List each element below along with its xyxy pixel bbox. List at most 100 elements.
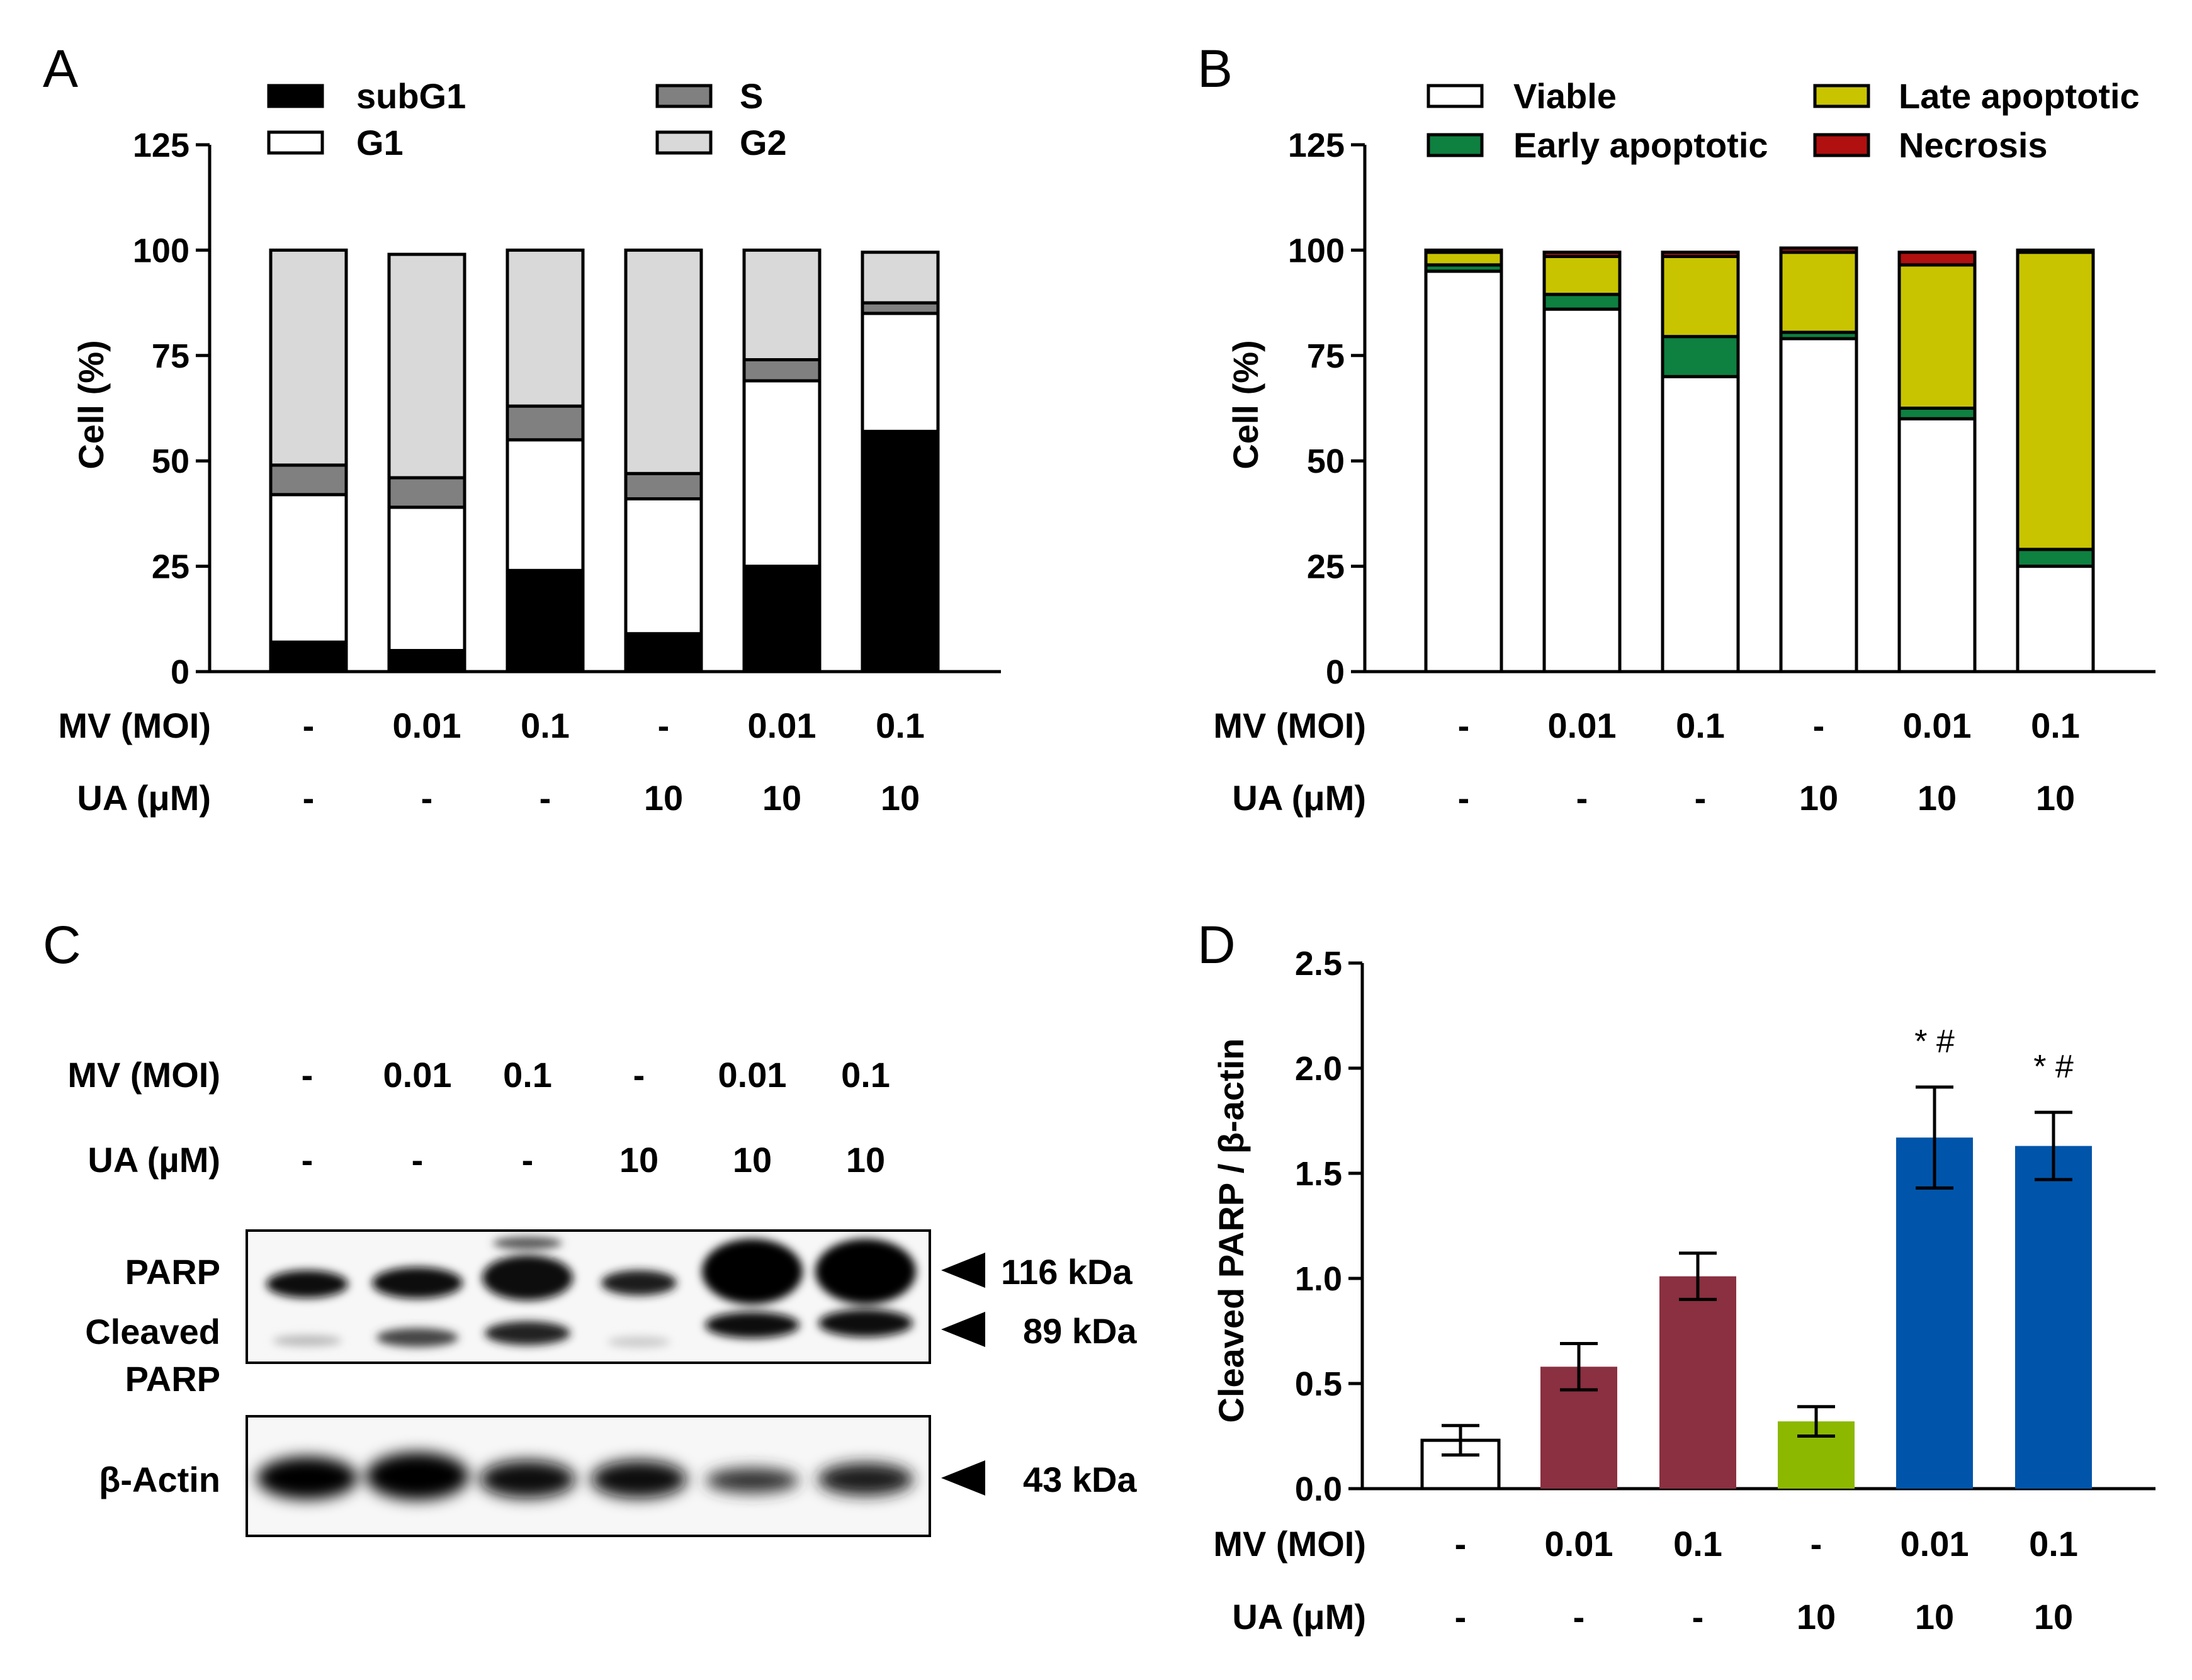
bar-b-2-early-apoptotic	[1542, 293, 1622, 311]
bar-d-5	[1896, 1137, 1973, 1489]
significance-d-5: * #	[1914, 1023, 1955, 1060]
band-cleaved-lane-1	[273, 1335, 342, 1346]
arrow-43	[941, 1460, 985, 1496]
mv-value-d-5: 0.01	[1901, 1524, 1969, 1564]
legend-swatch-subg1	[267, 84, 324, 108]
size-label-89: 89 kDa	[1023, 1311, 1137, 1351]
significance-d-6: * #	[2033, 1049, 2074, 1085]
y-ticks-d: 0.0 0.5 1.0 1.5 2.0 2.5	[1295, 945, 1362, 1508]
mv-value-b-1: -	[1458, 706, 1470, 745]
bar-a-2-subg1	[387, 649, 466, 674]
mv-value-b-6: 0.1	[2031, 706, 2080, 745]
band-cleaved-lane-3	[485, 1321, 570, 1345]
ua-value-d-5: 10	[1915, 1597, 1954, 1637]
bars-b	[1424, 246, 2095, 674]
blot-parp	[246, 1229, 931, 1364]
ua-value-a-6: 10	[881, 778, 920, 818]
bar-b-5-late-apoptotic	[1897, 263, 1977, 410]
mv-value-a-5: 0.01	[748, 706, 816, 745]
bars-d: * # * #	[1420, 1023, 2092, 1491]
bar-b-4-viable	[1779, 337, 1858, 674]
blot-label-parp: PARP	[125, 1252, 220, 1292]
bar-b-3-late-apoptotic	[1661, 254, 1740, 339]
legend-b: Viable Early apoptotic Late apoptotic Ne…	[1426, 76, 2140, 165]
legend-swatch-early	[1426, 133, 1484, 157]
bar-b-6-necrosis	[2016, 248, 2095, 254]
band-parp-lane-3-smear	[493, 1237, 562, 1249]
ua-value-d-2: -	[1573, 1597, 1585, 1637]
legend-swatch-g2	[655, 130, 713, 155]
bar-a-6-g2	[861, 251, 940, 305]
y-tick-label-d-0: 0.0	[1295, 1470, 1342, 1508]
band-actin-lane-5	[706, 1468, 799, 1493]
mv-value-a-3: 0.1	[521, 706, 570, 745]
blot-label-cleaved-line1: Cleaved	[85, 1312, 220, 1351]
bar-a-1-subg1	[269, 640, 348, 674]
y-tick-label-b-4: 100	[1288, 232, 1345, 269]
bar-a-3-s	[506, 404, 585, 442]
mv-value-c-1: -	[302, 1055, 314, 1095]
bar-b-6-early-apoptotic	[2016, 548, 2095, 568]
ua-row-label-c: UA (µM)	[88, 1140, 220, 1180]
mv-value-c-4: -	[633, 1055, 645, 1095]
band-cleaved-lane-4	[607, 1336, 670, 1348]
blot-label-cleaved-line2: PARP	[125, 1359, 220, 1399]
ua-value-b-3: -	[1695, 778, 1707, 818]
panel-letter-b: B	[1197, 39, 1233, 98]
mv-value-c-3: 0.1	[503, 1055, 552, 1095]
ua-row-label-d: UA (μM)	[1232, 1597, 1366, 1637]
y-tick-label-b-0: 0	[1326, 653, 1345, 691]
bar-b-5-necrosis	[1897, 251, 1977, 267]
treatment-labels-d: MV (MOI) UA (μM) - 0.01 0.1 - 0.01 0.1 - - - 10 10 10	[1213, 1524, 2078, 1637]
band-parp-lane-2	[372, 1267, 463, 1299]
bar-a-1-s	[269, 463, 348, 497]
blot-bands-actin	[257, 1452, 913, 1500]
y-tick-label-d-4: 2.0	[1295, 1050, 1342, 1088]
mv-value-d-6: 0.1	[2029, 1524, 2078, 1564]
band-actin-lane-1	[257, 1457, 358, 1499]
ua-value-c-5: 10	[733, 1140, 772, 1180]
blot-bands-parp	[266, 1237, 916, 1348]
size-label-116: 116 kDa	[1001, 1252, 1133, 1292]
panel-letter-a: A	[43, 39, 78, 98]
band-actin-lane-2	[366, 1452, 469, 1500]
y-tick-label-a-3: 75	[152, 337, 189, 375]
bar-b-6-late-apoptotic	[2016, 251, 2095, 551]
bar-a-4-g2	[624, 248, 703, 475]
mv-value-b-3: 0.1	[1676, 706, 1725, 745]
ua-value-d-3: -	[1692, 1597, 1704, 1637]
mv-value-c-2: 0.01	[383, 1055, 452, 1095]
legend-swatch-necrosis	[1813, 133, 1870, 157]
bar-b-1-necrosis	[1424, 248, 1503, 254]
y-ticks-a: 0 25 50 75 100 125	[133, 127, 210, 691]
bar-a-3-g1	[506, 438, 585, 572]
bar-a-3-g2	[506, 248, 585, 408]
ua-value-c-1: -	[302, 1140, 314, 1180]
ua-value-b-1: -	[1458, 778, 1470, 818]
y-tick-label-a-1: 25	[152, 548, 189, 586]
treatment-labels-a: MV (MOI) UA (μM) - 0.01 0.1 - 0.01 0.1 - - - 10 10 10	[58, 706, 925, 818]
band-parp-lane-6	[815, 1239, 916, 1304]
size-label-43: 43 kDa	[1023, 1460, 1137, 1499]
bar-b-4-necrosis	[1779, 246, 1858, 254]
bar-a-1-g1	[269, 493, 348, 644]
ua-value-a-4: 10	[644, 778, 683, 818]
band-actin-lane-4	[591, 1460, 687, 1498]
bar-a-6-subg1	[861, 429, 940, 674]
mv-value-d-4: -	[1811, 1524, 1822, 1564]
y-tick-label-a-2: 50	[152, 443, 189, 480]
bar-b-2-late-apoptotic	[1542, 254, 1622, 296]
y-tick-label-a-0: 0	[171, 653, 189, 691]
blot-label-actin: β-Actin	[99, 1460, 220, 1499]
mv-value-d-3: 0.1	[1673, 1524, 1722, 1564]
bar-b-3-viable	[1661, 375, 1740, 674]
treatment-labels-c: MV (MOI) UA (µM) - 0.01 0.1 - 0.01 0.1 - - - 10 10 10	[67, 1055, 890, 1180]
blot-frame-actin	[246, 1415, 931, 1537]
legend-label-necrosis: Necrosis	[1899, 125, 2048, 165]
bar-b-2-viable	[1542, 307, 1622, 674]
y-tick-label-d-3: 1.5	[1295, 1155, 1342, 1193]
mv-value-d-2: 0.01	[1545, 1524, 1613, 1564]
legend-label-subg1: subG1	[356, 76, 466, 116]
blot-frame-parp	[246, 1229, 931, 1364]
mv-value-c-5: 0.01	[718, 1055, 787, 1095]
